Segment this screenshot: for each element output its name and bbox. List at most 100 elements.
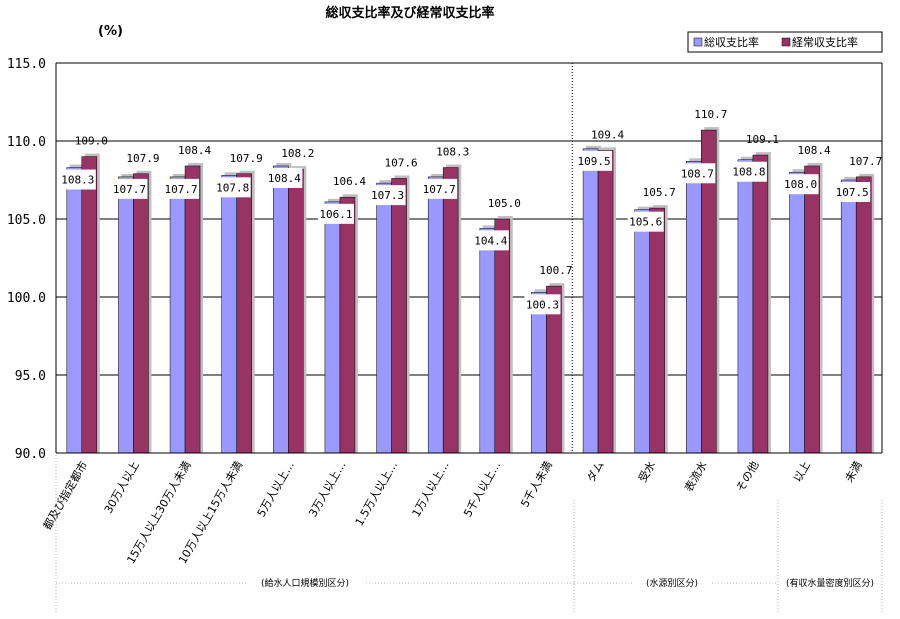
bar-series-1 [169,176,186,454]
y-tick-label: 115.0 [7,57,46,72]
data-labels: 109.0 108.3 107.9 107.7 108.4 107.7 107.9 107.8… [59,108,882,315]
data-label-box [369,185,406,206]
data-label-series-1: 108.4 [268,172,301,185]
data-label-series-2: 108.3 [436,146,469,159]
bar-series-2 [236,173,252,454]
x-tick-label: 5千人未満 [518,459,555,510]
bar-series-2 [597,150,614,454]
y-tick-label: 110.0 [7,135,46,150]
bar-series-2 [81,156,98,454]
data-label-box [163,178,200,199]
legend-label-series-2: 経常収支比率 [792,35,858,49]
bar-series-1 [221,175,237,454]
data-label-box [730,161,767,182]
x-tick-label: 以上 [791,459,813,485]
group-label-population: (給水人口規模別区分) [261,577,349,589]
x-tick-label: 受水 [636,459,658,485]
bar-series-1 [273,165,289,454]
data-label-series-2: 109.4 [591,128,624,141]
legend-swatch-series-1 [693,37,703,47]
data-label-box [111,178,148,199]
y-axis: 90.0 95.0 100.0 105.0 110.0 115.0 [7,57,883,462]
bar-series-1 [737,159,754,454]
data-label-series-2: 109.1 [746,133,779,146]
data-label-series-1: 108.8 [732,166,765,179]
x-tick-label: 都及び指定都市 [40,459,91,533]
data-label-series-2: 110.7 [694,108,727,121]
group-label-density: (有収水量密度別区分) [786,577,874,589]
data-label-series-1: 105.6 [629,216,662,229]
data-label-series-1: 106.1 [319,208,352,221]
data-label-series-1: 100.3 [526,298,559,311]
data-label-box [576,150,613,171]
data-label-series-1: 108.7 [681,167,714,180]
data-label-box [59,169,96,190]
legend: 総収支比率 経常収支比率 [687,31,883,53]
unit-label: (%) [98,24,123,39]
x-tick-label: 3万人以上… [306,459,348,519]
bar-series-1 [427,176,444,454]
bar-series-1 [324,201,341,454]
bar-series-1 [479,228,496,454]
data-label-box [266,167,303,188]
data-label-series-2: 100.7 [539,264,572,277]
data-label-series-2: 107.6 [385,156,418,169]
bar-series-2 [339,196,356,454]
x-tick-label: その他 [734,459,762,494]
data-label-box [472,230,509,251]
data-label-series-1: 104.4 [474,234,507,247]
y-tick-label: 100.0 [7,291,46,306]
group-label-water-source: (水源別区分) [646,577,698,589]
data-label-series-2: 106.4 [333,175,366,188]
bar-series-2 [184,165,201,454]
bar-series-1 [582,148,599,454]
bar-series-1 [531,292,547,454]
data-label-series-1: 107.3 [371,189,404,202]
group-labels: (給水人口規模別区分) (水源別区分) (有収水量密度別区分) [55,455,883,612]
x-tick-label: 1万人以上… [410,459,452,519]
bar-series-1 [118,176,134,454]
data-label-series-2: 109.0 [75,135,108,148]
bar-series-1 [789,171,805,454]
bar-series-1 [686,161,702,454]
x-tick-label: 30万人以上 [102,459,142,516]
legend-swatch-series-2 [781,37,791,47]
data-label-box [834,182,871,202]
x-tick-label: 未満 [843,459,865,485]
data-label-series-2: 108.4 [798,144,831,157]
y-tick-label: 105.0 [7,213,46,228]
data-label-series-2: 105.0 [488,197,521,210]
x-tick-label: 5万人以上… [255,459,297,519]
data-label-box [214,177,251,198]
data-label-series-2: 107.9 [126,152,159,165]
x-tick-label: ダム [584,459,607,485]
bar-series-1 [634,209,650,454]
bar-series-2 [855,176,872,454]
bar-series-1 [66,167,83,454]
bar-series-2 [494,218,511,454]
bar-series-2 [288,168,304,454]
data-label-series-2: 107.7 [849,155,882,168]
bar-series-2 [804,165,820,454]
data-label-series-1: 108.3 [61,174,94,187]
chart-title: 総収支比率及び経常収支比率 [325,5,494,21]
data-label-box [679,163,716,184]
bar-series-2 [133,173,149,454]
bar-series-1 [376,182,392,454]
data-label-series-1: 107.8 [216,181,249,194]
data-label-box [421,178,458,199]
data-label-box [524,294,561,315]
data-label-series-2: 108.2 [281,147,314,160]
legend-label-series-1: 総収支比率 [704,35,759,49]
data-label-series-2: 105.7 [643,186,676,199]
x-tick-label: 5千人以上… [461,459,503,519]
bars [66,127,875,454]
bar-series-2 [752,154,769,454]
data-label-series-1: 109.5 [578,155,611,168]
data-label-series-1: 107.7 [165,183,198,196]
data-label-series-1: 108.0 [784,178,817,191]
bar-series-2 [649,207,665,454]
bar-series-2 [442,167,459,454]
